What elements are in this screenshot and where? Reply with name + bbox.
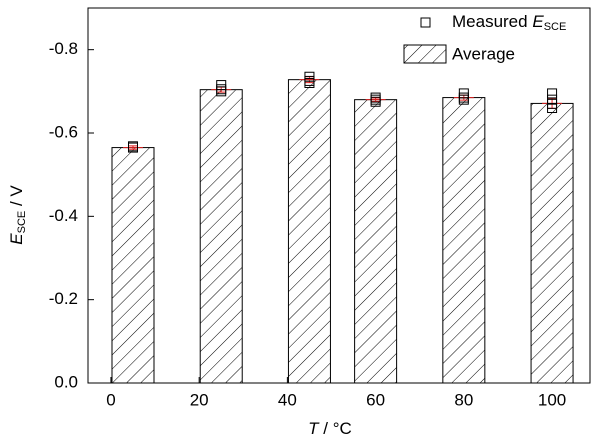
bar: [199, 89, 243, 384]
point: [370, 96, 381, 107]
plot-frame: [87, 7, 591, 384]
y-tick-label: 0.0: [54, 372, 78, 391]
x-label-symbol: T: [308, 419, 320, 438]
legend: Measured ESCE Average: [403, 12, 566, 64]
point: [127, 141, 138, 152]
x-label-unit: / °C: [319, 419, 352, 438]
bar: [354, 99, 398, 384]
x-tick-label: 60: [366, 390, 385, 409]
bar: [287, 79, 331, 384]
y-label-unit: / V: [7, 185, 26, 211]
bar: [442, 97, 486, 384]
legend-label: Average: [452, 44, 515, 63]
point: [547, 103, 558, 113]
x-tick-label: 40: [278, 390, 297, 409]
y-tick-label: -0.4: [49, 206, 78, 225]
legend-marker: [420, 17, 431, 28]
legend-name: Measured: [452, 12, 528, 31]
y-tick-label: -0.8: [49, 39, 78, 58]
point: [458, 94, 469, 105]
y-tick-label: -0.2: [49, 289, 78, 308]
y-label-sub: SCE: [16, 211, 28, 234]
y-axis-label: ESCE / V: [7, 185, 27, 245]
x-axis-label: T / °C: [308, 419, 352, 438]
x-tick-label: 0: [106, 390, 115, 409]
legend-symbol: E: [532, 12, 544, 31]
error-bar: [365, 97, 386, 102]
x-tick-label: 20: [190, 390, 209, 409]
x-tick-label: 80: [454, 390, 473, 409]
point: [304, 78, 315, 88]
bar: [530, 102, 574, 384]
x-tick-label: 100: [538, 390, 566, 409]
legend-swatch: [403, 44, 447, 64]
point: [547, 88, 558, 99]
legend-label: Measured ESCE: [452, 12, 566, 32]
error-bar: [122, 145, 143, 150]
bar: [111, 147, 155, 384]
y-label-symbol: E: [7, 233, 26, 245]
legend-sub: SCE: [544, 21, 567, 33]
point: [216, 86, 227, 97]
y-tick-label: -0.6: [49, 122, 78, 141]
